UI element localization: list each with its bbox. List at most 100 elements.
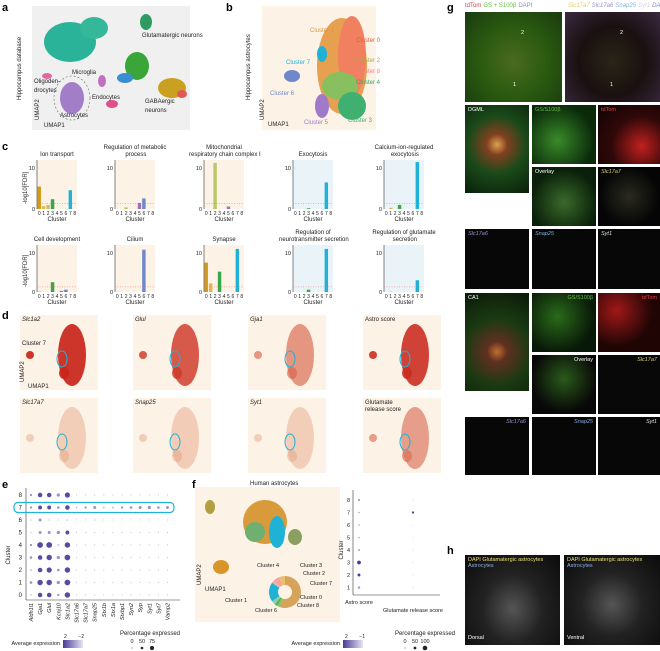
b-cluster-8: Cluster 8	[356, 69, 381, 75]
donut-label: Cluster 8	[297, 603, 319, 609]
gene-label: Kcnj10	[56, 602, 62, 620]
x-tick: 3	[129, 294, 132, 300]
y-tick: 10	[107, 166, 113, 172]
dot-7-Vamp2	[166, 506, 169, 509]
x-tick: 2	[125, 211, 128, 217]
tile-label: Slc17a6	[506, 419, 526, 425]
dgml-overlay: DGML	[465, 105, 529, 193]
feature-label: Slc1a2	[22, 317, 41, 323]
glut-dot-4	[412, 549, 414, 551]
bar-cluster-0	[37, 186, 41, 209]
x-tick: 6	[320, 294, 323, 300]
donut-label: Cluster 0	[300, 595, 322, 601]
side-label-b: Hippocampus astrocytes	[246, 34, 252, 100]
bar-cluster-6	[142, 249, 146, 292]
bar-cluster-0	[204, 262, 208, 292]
x-tick: 1	[120, 294, 123, 300]
dot-0-Syt1	[148, 594, 150, 596]
dot-1-Aldh1l1	[29, 581, 33, 584]
dot-3-Syn2	[130, 556, 132, 559]
umap-lower	[287, 367, 297, 379]
cluster-tick: 4	[19, 543, 23, 549]
cluster-tick: 8	[347, 498, 350, 504]
dot-2-Aldh1l1	[30, 569, 32, 571]
bar-cluster-7	[324, 182, 329, 209]
gene-label: Syt7	[156, 602, 162, 614]
x-tick: 3	[51, 211, 54, 217]
y-tick: 10	[196, 166, 202, 172]
y-tick: 10	[376, 251, 382, 257]
x-tick: 3	[129, 211, 132, 217]
dot-0-Slc1a2	[64, 592, 71, 598]
dot-3-Slc17a6	[75, 556, 78, 559]
cluster-tick: 5	[19, 531, 23, 537]
x-tick: 1	[42, 294, 45, 300]
astro-dot-1	[357, 586, 361, 589]
dot-7-Syt1	[147, 505, 151, 510]
donut-label: Cluster 1	[225, 598, 247, 604]
dot-5-Snap25	[94, 531, 96, 534]
x-label: Cluster	[47, 217, 66, 223]
dot-8-Slc17a7	[85, 494, 87, 496]
x-tick: 0	[38, 294, 41, 300]
x-tick: 6	[320, 211, 323, 217]
dot-3-Gja1	[37, 555, 43, 560]
title-line: Ion transport	[40, 152, 74, 158]
title-line: Regulation of glutamate	[372, 230, 436, 236]
dot-7-Aldh1l1	[29, 506, 33, 509]
dot-8-Snap25	[94, 494, 96, 496]
x-glut: Glutamate release score	[383, 608, 443, 614]
x-tick: 8	[73, 211, 76, 217]
umap2-label: UMAP2	[35, 99, 41, 120]
pct-dot	[404, 647, 406, 649]
dot-7-Glul	[47, 505, 52, 510]
dgml-slc17a6: Slc17a6	[465, 229, 529, 289]
astro-dot-8	[357, 498, 361, 502]
dot-8-Glul	[46, 492, 52, 498]
bar-cluster-7	[324, 248, 329, 292]
dot-4-Slc17a6	[75, 544, 78, 546]
bar-cluster-5	[226, 206, 231, 209]
x-tick: 8	[329, 294, 332, 300]
dot-4-Syt1	[148, 544, 150, 546]
umap-gja1: Gja1	[248, 315, 326, 390]
x-tick: 5	[227, 211, 230, 217]
side-label-a: Hippocampus database	[17, 36, 23, 100]
bar-cluster-7	[68, 190, 73, 209]
dot-3-Aldh1l1	[29, 556, 33, 559]
h-right-label2: Astrocytes	[567, 563, 593, 569]
x-tick: 3	[218, 294, 221, 300]
gene-label: Aldh1l1	[29, 603, 35, 622]
ca1-overlay: CA1	[465, 293, 529, 391]
cluster-tick: 3	[19, 556, 23, 562]
bar-cluster-3	[306, 208, 311, 209]
pct-dot	[131, 647, 133, 649]
dot-5-Slc17a7	[85, 531, 87, 534]
legend-item: DAPI	[518, 3, 533, 9]
umap-cluster6	[139, 351, 147, 359]
f-umap2: UMAP2	[197, 564, 203, 585]
dot-8-Syn2	[130, 494, 132, 496]
x-tick: 5	[138, 294, 141, 300]
feature-label: Snap25	[135, 400, 156, 406]
tile-label: tdTom	[642, 295, 657, 301]
x-tick: 3	[307, 294, 310, 300]
gene-label: Gja1	[38, 603, 44, 615]
x-tick: 2	[214, 294, 217, 300]
umap-cluster6	[139, 434, 147, 442]
donut-label: Cluster 3	[300, 563, 322, 569]
x-astro: Astro score	[345, 600, 373, 606]
panel-label-c: c	[2, 141, 9, 153]
panel-label-h: h	[447, 545, 454, 557]
dot-0-Slc17a7	[85, 594, 87, 596]
chart-title: Cell development	[34, 237, 81, 243]
dot-5-Syp	[139, 531, 141, 534]
y-tick: 10	[285, 166, 291, 172]
umap-lower	[287, 450, 297, 462]
tile-label: Overlay	[535, 169, 554, 175]
h-ventral-image: DAPI Glutamatergic astrocytes Astrocytes …	[564, 555, 660, 645]
x-tick: 4	[134, 211, 137, 217]
dotplot-f: Cluster 8 7 6 5 4 3 2 1 Astro score Glutamate rele…	[291, 490, 455, 651]
x-tick: 1	[42, 211, 45, 217]
